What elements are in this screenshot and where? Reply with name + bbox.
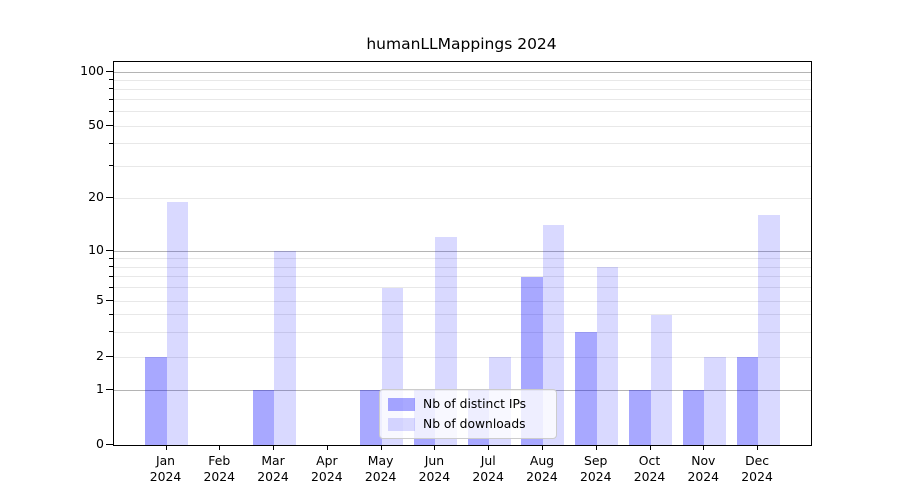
legend-entry-distinct-ips: Nb of distinct IPs xyxy=(388,396,548,412)
y-minor-tick-mark xyxy=(109,286,113,288)
y-tick-label: 50 xyxy=(88,117,104,132)
legend-swatch-distinct-ips xyxy=(388,397,415,411)
y-gridline-minor xyxy=(114,99,811,101)
y-gridline-minor xyxy=(114,88,811,90)
y-gridline-minor xyxy=(114,125,811,127)
y-tick-label: 20 xyxy=(88,189,104,204)
bar-downloads xyxy=(274,251,296,445)
y-tick-mark xyxy=(106,300,113,301)
x-tick-label: Feb 2024 xyxy=(203,453,236,484)
bar-downloads xyxy=(704,357,726,445)
x-tick-label: Jul 2024 xyxy=(472,453,504,484)
y-minor-tick-mark xyxy=(109,79,113,81)
y-tick-mark xyxy=(106,250,113,251)
y-gridline-minor xyxy=(114,356,811,358)
x-tick-label: Sep 2024 xyxy=(579,453,612,484)
y-tick-mark xyxy=(106,71,113,72)
y-gridline-minor xyxy=(114,165,811,167)
x-tick-mark xyxy=(595,445,597,450)
y-tick-mark xyxy=(106,444,113,445)
x-tick-label: Mar 2024 xyxy=(257,453,289,484)
y-tick-label: 0 xyxy=(96,436,104,451)
y-tick-label: 5 xyxy=(96,292,104,307)
x-tick-mark xyxy=(649,445,651,450)
legend-label-distinct-ips: Nb of distinct IPs xyxy=(423,397,527,411)
y-gridline-minor xyxy=(114,258,811,260)
chart-title: humanLLMappings 2024 xyxy=(366,35,557,53)
bar-distinct-ips xyxy=(252,390,275,445)
bar-distinct-ips xyxy=(629,390,651,445)
y-tick-mark xyxy=(106,197,113,198)
y-gridline-minor xyxy=(114,331,811,333)
x-tick-label: Dec 2024 xyxy=(741,453,773,484)
x-tick-label: Apr 2024 xyxy=(311,453,343,484)
x-tick-mark xyxy=(541,445,543,450)
bar-distinct-ips xyxy=(575,332,597,445)
bar-distinct-ips xyxy=(145,357,167,445)
x-tick-label: Nov 2024 xyxy=(687,453,720,484)
y-gridline-minor xyxy=(114,79,811,81)
x-tick-mark xyxy=(434,445,436,450)
x-tick-mark xyxy=(757,445,759,450)
bar-downloads xyxy=(650,314,673,445)
x-tick-mark xyxy=(326,445,328,450)
y-minor-tick-mark xyxy=(109,110,113,112)
legend: Nb of distinct IPs Nb of downloads xyxy=(379,389,557,439)
y-gridline-minor xyxy=(114,197,811,199)
x-tick-label: Oct 2024 xyxy=(633,453,666,484)
y-minor-tick-mark xyxy=(109,257,113,259)
y-gridline-minor xyxy=(114,314,811,316)
plot-area: Nb of distinct IPs Nb of downloads xyxy=(113,61,812,446)
y-gridline-major xyxy=(114,71,811,73)
x-tick-mark xyxy=(488,445,490,450)
legend-swatch-downloads xyxy=(388,417,415,431)
y-minor-tick-mark xyxy=(109,142,113,144)
legend-label-downloads: Nb of downloads xyxy=(423,417,526,431)
y-gridline-major xyxy=(114,250,811,252)
bar-distinct-ips xyxy=(360,390,382,445)
y-minor-tick-mark xyxy=(109,275,113,277)
bar-distinct-ips xyxy=(682,390,705,445)
y-minor-tick-mark xyxy=(109,266,113,268)
x-tick-mark xyxy=(165,445,167,450)
y-minor-tick-mark xyxy=(109,313,113,315)
legend-entry-downloads: Nb of downloads xyxy=(388,416,548,432)
x-tick-mark xyxy=(219,445,221,450)
y-tick-mark xyxy=(106,389,113,390)
x-tick-label: Jun 2024 xyxy=(418,453,451,484)
y-minor-tick-mark xyxy=(109,165,113,167)
y-tick-mark xyxy=(106,356,113,357)
bar-downloads xyxy=(166,201,188,445)
y-minor-tick-mark xyxy=(109,88,113,90)
y-gridline-minor xyxy=(114,143,811,145)
y-tick-label: 1 xyxy=(96,381,104,396)
y-gridline-minor xyxy=(114,266,811,268)
x-tick-label: Jan 2024 xyxy=(149,453,182,484)
x-tick-label: Aug 2024 xyxy=(526,453,558,484)
bar-distinct-ips xyxy=(736,357,759,445)
y-gridline-minor xyxy=(114,300,811,302)
bar-downloads xyxy=(758,215,780,445)
x-tick-mark xyxy=(273,445,275,450)
y-tick-label: 10 xyxy=(88,242,104,257)
x-tick-mark xyxy=(380,445,382,450)
y-minor-tick-mark xyxy=(109,331,113,333)
y-gridline-minor xyxy=(114,276,811,278)
y-tick-mark xyxy=(106,125,113,126)
y-gridline-minor xyxy=(114,111,811,113)
y-tick-label: 2 xyxy=(96,348,104,363)
x-tick-mark xyxy=(703,445,705,450)
y-gridline-minor xyxy=(114,287,811,289)
x-tick-label: May 2024 xyxy=(364,453,397,484)
bar-downloads xyxy=(596,267,619,445)
y-tick-label: 100 xyxy=(80,63,104,78)
y-minor-tick-mark xyxy=(109,98,113,100)
